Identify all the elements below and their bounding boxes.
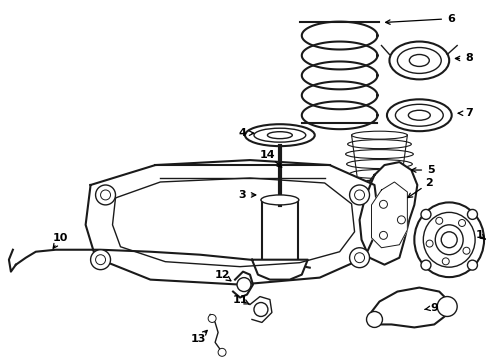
Text: 1: 1 xyxy=(475,230,483,240)
Text: 12: 12 xyxy=(214,270,230,280)
Polygon shape xyxy=(371,182,407,248)
Ellipse shape xyxy=(347,140,412,149)
Text: 3: 3 xyxy=(238,190,246,200)
Polygon shape xyxy=(360,162,417,265)
Text: 5: 5 xyxy=(427,165,435,175)
Polygon shape xyxy=(369,288,449,328)
Text: 13: 13 xyxy=(191,334,206,345)
Text: 7: 7 xyxy=(466,108,473,118)
Circle shape xyxy=(349,185,369,205)
Polygon shape xyxy=(86,160,379,285)
Ellipse shape xyxy=(349,170,409,179)
Circle shape xyxy=(208,315,216,323)
Text: 11: 11 xyxy=(232,294,248,305)
Circle shape xyxy=(96,185,116,205)
Polygon shape xyxy=(252,260,308,280)
Ellipse shape xyxy=(245,124,315,146)
Text: 4: 4 xyxy=(238,128,246,138)
Ellipse shape xyxy=(354,180,405,188)
Ellipse shape xyxy=(387,99,452,131)
Ellipse shape xyxy=(261,195,299,205)
Ellipse shape xyxy=(421,260,431,270)
Text: 14: 14 xyxy=(260,150,276,160)
Circle shape xyxy=(379,200,388,208)
Text: 6: 6 xyxy=(447,14,455,24)
Ellipse shape xyxy=(467,260,477,270)
Text: 8: 8 xyxy=(466,54,473,63)
Text: 9: 9 xyxy=(430,302,438,312)
Circle shape xyxy=(349,248,369,268)
Ellipse shape xyxy=(345,150,414,159)
Ellipse shape xyxy=(346,159,413,168)
Ellipse shape xyxy=(362,198,397,206)
Circle shape xyxy=(437,297,457,316)
Ellipse shape xyxy=(415,202,484,277)
Ellipse shape xyxy=(254,302,268,316)
Ellipse shape xyxy=(467,210,477,219)
Circle shape xyxy=(237,278,251,292)
Ellipse shape xyxy=(352,131,407,139)
Circle shape xyxy=(379,231,388,239)
Circle shape xyxy=(367,311,383,328)
Ellipse shape xyxy=(421,210,431,219)
Circle shape xyxy=(397,216,405,224)
Text: 10: 10 xyxy=(53,233,69,243)
Text: 2: 2 xyxy=(425,178,433,188)
Circle shape xyxy=(218,348,226,356)
Circle shape xyxy=(91,250,111,270)
Ellipse shape xyxy=(390,41,449,80)
Ellipse shape xyxy=(358,189,401,197)
